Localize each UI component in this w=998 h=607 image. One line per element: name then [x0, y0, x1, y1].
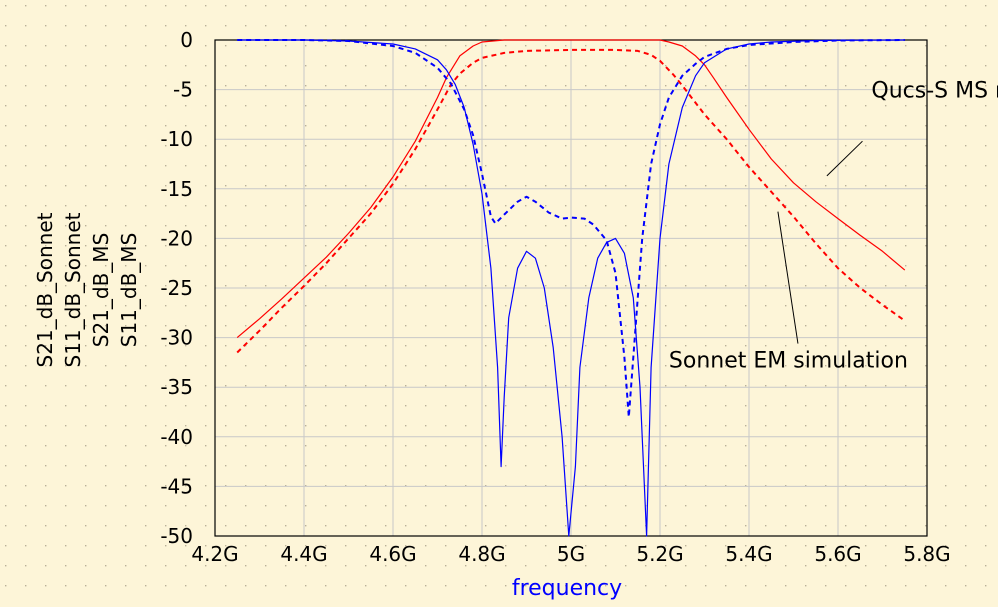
x-tick-label: 5.2G: [636, 542, 683, 566]
x-axis-label: frequency: [512, 576, 622, 601]
y-tick-label: -50: [160, 524, 193, 548]
annotations: Qucs-S MS models Sonnet EM simulation: [669, 79, 998, 374]
y-axis-labels: S21_dB_Sonnet S11_dB_Sonnet S21_dB_MS S1…: [33, 212, 141, 367]
x-tick-label: 4.4G: [280, 542, 327, 566]
y-tick-label: -15: [160, 177, 193, 201]
y-axis-label-s11-ms: S11_dB_MS: [117, 233, 141, 348]
y-axis-label-s21-ms: S21_dB_MS: [89, 233, 113, 348]
series-s21-db-ms: [236, 39, 906, 339]
series-s11-db-ms: [237, 39, 905, 537]
y-tick-label: -25: [160, 276, 193, 300]
y-axis-label-s11-sonnet: S11_dB_Sonnet: [61, 212, 85, 367]
x-tick-label: 5G: [557, 542, 585, 566]
grid-lines: [214, 39, 928, 537]
y-tick-labels: 0 -5 -10 -15 -20 -25 -30 -35 -40 -45 -50: [160, 28, 193, 548]
y-tick-label: -35: [160, 375, 193, 399]
series-layer: [236, 39, 906, 537]
y-tick-label: -30: [160, 326, 193, 350]
y-tick-label: -45: [160, 474, 193, 498]
annotation-sonnet-em-text: Sonnet EM simulation: [669, 348, 908, 373]
annotation-sonnet-em-leader: [777, 211, 799, 344]
y-tick-label: -40: [160, 425, 193, 449]
x-tick-label: 4.6G: [369, 542, 416, 566]
annotation-qucs-ms-models-text: Qucs-S MS models: [871, 79, 998, 104]
x-tick-label: 5.8G: [903, 542, 950, 566]
y-tick-label: -20: [160, 226, 193, 250]
x-tick-label: 4.2G: [191, 542, 238, 566]
series-s11-db-sonnet: [237, 39, 905, 418]
y-tick-label: -5: [173, 78, 193, 102]
y-tick-label: 0: [180, 28, 193, 52]
annotation-qucs-ms-models-leader: [826, 140, 863, 177]
x-tick-label: 5.4G: [725, 542, 772, 566]
x-tick-label: 5.6G: [814, 542, 861, 566]
y-axis-label-s21-sonnet: S21_dB_Sonnet: [33, 212, 57, 367]
x-tick-labels: 4.2G 4.4G 4.6G 4.8G 5G 5.2G 5.4G 5.6G 5.8G: [191, 542, 950, 566]
y-tick-label: -10: [160, 127, 193, 151]
x-tick-label: 4.8G: [458, 542, 505, 566]
